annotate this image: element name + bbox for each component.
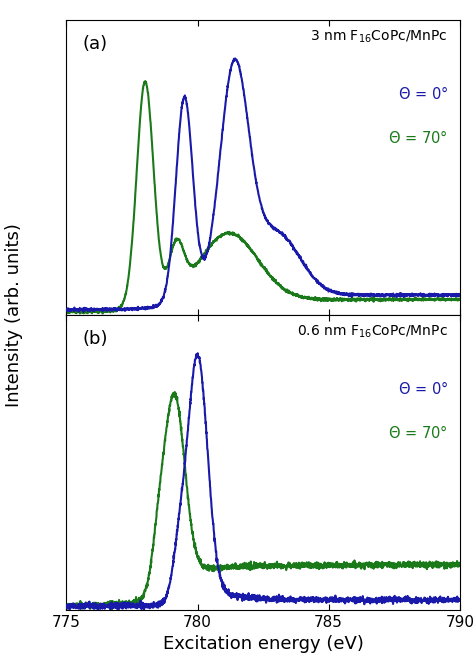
X-axis label: Excitation energy (eV): Excitation energy (eV): [163, 635, 364, 653]
Text: 3 nm F$_{16}$CoPc/MnPc: 3 nm F$_{16}$CoPc/MnPc: [310, 29, 448, 46]
Text: (a): (a): [82, 35, 107, 53]
Text: 0.6 nm F$_{16}$CoPc/MnPc: 0.6 nm F$_{16}$CoPc/MnPc: [297, 324, 448, 340]
Text: $\Theta$ = 0°: $\Theta$ = 0°: [398, 380, 448, 397]
Text: $\Theta$ = 70°: $\Theta$ = 70°: [388, 424, 448, 441]
Text: $\Theta$ = 70°: $\Theta$ = 70°: [388, 129, 448, 146]
Text: Intensity (arb. units): Intensity (arb. units): [5, 223, 23, 407]
Text: (b): (b): [82, 330, 108, 348]
Text: $\Theta$ = 0°: $\Theta$ = 0°: [398, 85, 448, 102]
